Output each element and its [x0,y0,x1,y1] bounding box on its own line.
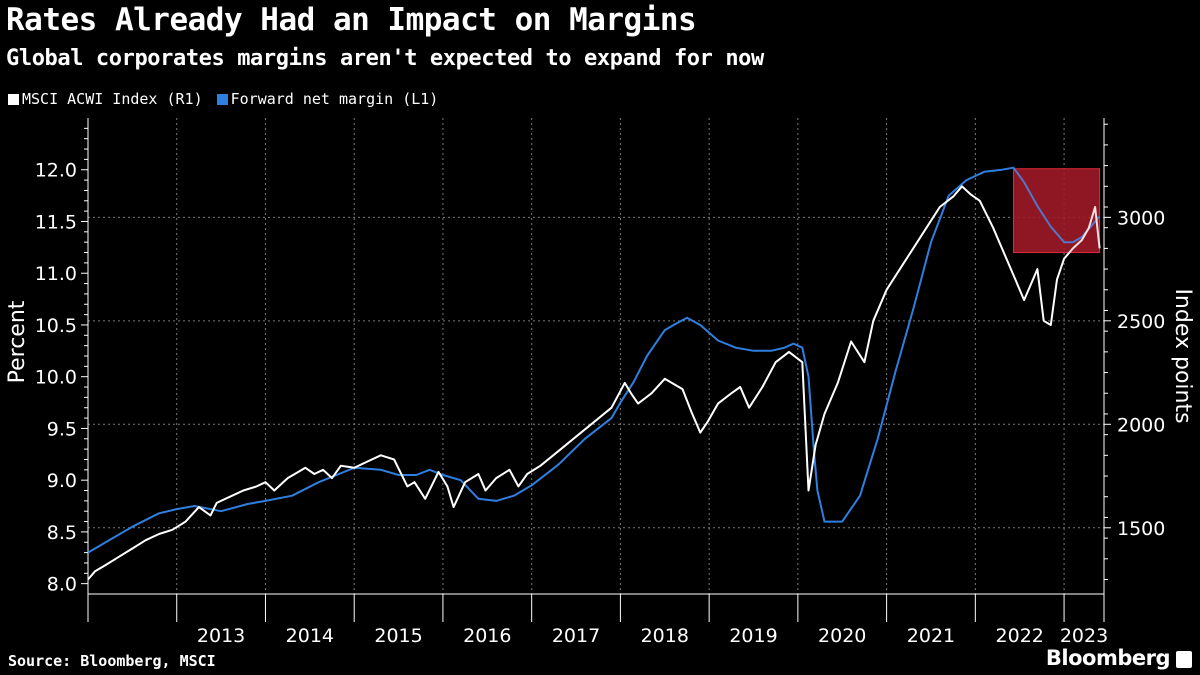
left-tick-label: 9.5 [47,418,77,440]
left-tick-label: 10.0 [35,367,77,389]
x-tick-label: 2018 [641,625,689,647]
legend-item-acwi: MSCI ACWI Index (R1) [8,90,203,108]
right-tick-label: 3000 [1117,207,1165,229]
x-tick-label: 2015 [374,625,422,647]
left-tick-label: 8.5 [47,522,77,544]
right-tick-label: 2500 [1117,311,1165,333]
left-tick-label: 11.5 [35,211,77,233]
source-note: Source: Bloomberg, MSCI [8,652,216,670]
chart-subtitle: Global corporates margins aren't expecte… [6,46,764,71]
chart-title: Rates Already Had an Impact on Margins [6,2,697,38]
left-tick-label: 12.0 [35,160,77,182]
grid-lines [88,118,1104,594]
highlight-overlay [1013,168,1100,253]
bloomberg-mark-icon [1176,651,1192,668]
x-tick-label: 2013 [197,625,245,647]
right-tick-label: 2000 [1117,414,1165,436]
axes: 1500 2000 2500 3000 8.0 8.5 9.0 9.5 10.0 10.5 11.0… [35,118,1165,647]
legend-label-margin: Forward net margin (L1) [230,90,439,108]
brand-logo: Bloomberg [1045,646,1171,670]
x-tick-label: 2017 [552,625,600,647]
x-tick-label: 2014 [286,625,334,647]
legend-label-acwi: MSCI ACWI Index (R1) [22,90,203,108]
legend-item-margin: Forward net margin (L1) [216,90,439,108]
x-tick-label: 2020 [818,625,866,647]
x-tick-label: 2023 [1060,625,1108,647]
left-axis-label: Percent [5,300,30,383]
left-tick-label: 10.5 [35,315,77,337]
highlight-group [1012,168,1101,254]
x-tick-label: 2019 [729,625,777,647]
left-tick-label: 11.0 [35,263,77,285]
legend-swatch-acwi [8,93,19,105]
acwi-series-line [87,185,1101,581]
x-tick-label: 2016 [463,625,511,647]
legend: MSCI ACWI Index (R1) Forward net margin … [8,90,438,108]
x-tick-label: 2022 [996,625,1044,647]
highlight-box [1012,168,1101,254]
left-tick-label: 8.0 [47,574,77,596]
margin-series-line [87,166,1101,554]
right-axis-label: Index points [1170,288,1195,423]
series-lines [87,166,1101,581]
legend-swatch-margin [216,93,228,105]
right-tick-label: 1500 [1117,518,1165,540]
x-tick-label: 2021 [907,625,955,647]
left-tick-label: 9.0 [47,470,77,492]
